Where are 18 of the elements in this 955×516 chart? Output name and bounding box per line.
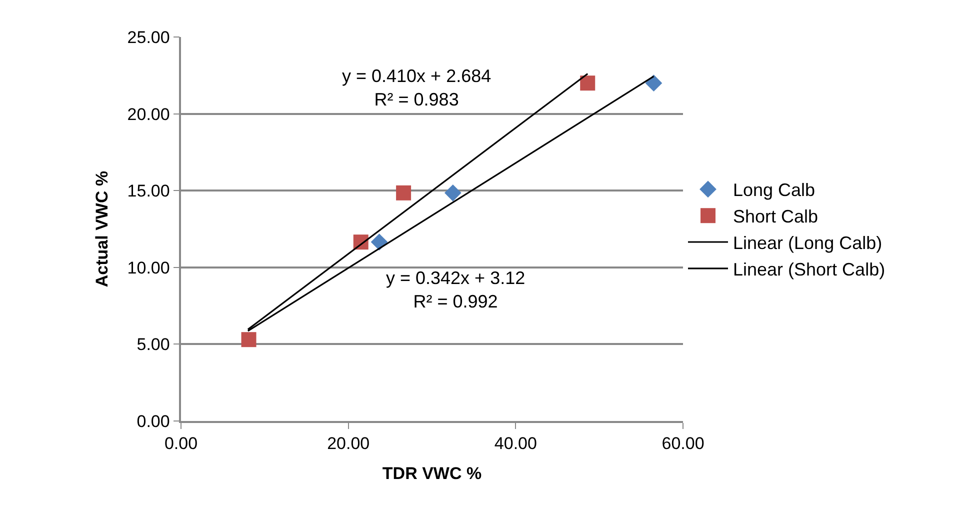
y-tick-label: 10.00 — [127, 258, 170, 278]
legend-label: Linear (Long Calb) — [733, 233, 882, 254]
annotation: y = 0.342x + 3.12 R² = 0.992 — [386, 268, 526, 312]
x-tick-label: 40.00 — [494, 434, 537, 454]
y-tick-label: 0.00 — [136, 412, 170, 431]
y-tick-label: 15.00 — [127, 182, 170, 201]
x-tick-label: 0.00 — [164, 434, 198, 454]
legend-label: Linear (Short Calb) — [733, 259, 886, 280]
y-axis-title: Actual VWC % — [92, 170, 112, 288]
legend-label: Long Calb — [733, 180, 816, 200]
x-tick-label: 60.00 — [662, 434, 704, 454]
annotation: y = 0.410x + 2.684 R² = 0.983 — [342, 66, 492, 110]
x-tick-label: 20.00 — [327, 434, 370, 454]
legend-label: Short Calb — [733, 206, 818, 227]
y-tick-label: 20.00 — [127, 104, 170, 124]
y-tick-label: 25.00 — [127, 28, 170, 47]
y-tick-label: 5.00 — [136, 335, 170, 354]
x-axis-title: TDR VWC % — [382, 464, 482, 484]
